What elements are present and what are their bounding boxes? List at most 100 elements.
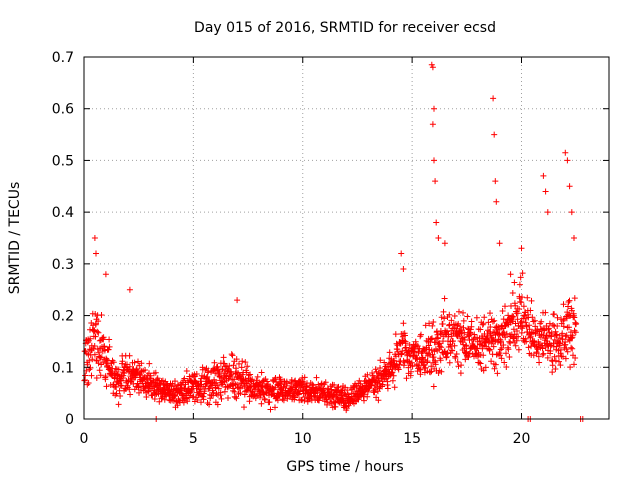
data-point [487, 310, 493, 317]
data-point [564, 348, 571, 355]
data-point [417, 366, 424, 373]
data-point [527, 333, 534, 340]
data-point [110, 359, 117, 366]
data-point [428, 347, 435, 354]
data-point [480, 367, 487, 374]
y-tick-label: 0.6 [52, 102, 74, 118]
x-tick-label: 10 [294, 431, 312, 447]
data-point [437, 357, 444, 364]
ticks-layer [83, 56, 609, 420]
data-point [389, 377, 396, 384]
data-point [485, 319, 492, 326]
data-point [496, 240, 503, 247]
data-point [232, 394, 239, 401]
data-point [95, 329, 102, 336]
data-point [429, 121, 436, 128]
grid-layer [84, 57, 609, 419]
data-point [488, 358, 495, 365]
data-point [566, 324, 572, 331]
data-point [237, 390, 244, 396]
data-point [126, 286, 133, 293]
data-point [145, 388, 151, 395]
data-point [239, 358, 246, 365]
data-point [467, 326, 474, 333]
data-point [142, 367, 149, 373]
data-point [162, 378, 169, 385]
data-point [568, 307, 575, 314]
data-point [258, 369, 265, 376]
data-point [505, 312, 512, 319]
data-point [489, 318, 496, 325]
data-point [105, 346, 112, 353]
data-point [480, 352, 487, 359]
data-point [509, 290, 516, 296]
data-point [518, 299, 525, 306]
data-point [518, 318, 525, 325]
data-point [364, 393, 371, 400]
data-point [458, 362, 465, 369]
data-point [481, 314, 488, 321]
data-point [562, 341, 569, 348]
data-point [477, 360, 484, 367]
data-point [401, 359, 408, 366]
data-point [512, 342, 519, 349]
data-point [569, 345, 576, 352]
data-point [210, 389, 217, 396]
data-point [439, 321, 446, 327]
y-tick-label: 0 [65, 412, 74, 428]
data-point [103, 383, 110, 390]
data-point [528, 297, 535, 304]
data-point [310, 393, 317, 400]
data-point [87, 335, 94, 342]
data-point [553, 343, 560, 350]
data-point [310, 382, 317, 389]
data-point [344, 387, 351, 394]
data-point [211, 359, 218, 366]
data-point [118, 382, 125, 389]
data-point [143, 394, 150, 400]
data-point [563, 332, 570, 339]
data-point [547, 348, 554, 354]
data-point [364, 371, 371, 378]
data-point [571, 295, 578, 302]
data-point [436, 343, 443, 350]
data-point [234, 297, 241, 304]
plot-frame [83, 56, 610, 420]
data-point [429, 64, 436, 71]
data-point [356, 377, 363, 384]
data-point [390, 372, 397, 379]
data-point [292, 394, 298, 401]
data-point [270, 378, 277, 385]
data-point [549, 362, 556, 369]
data-point [238, 364, 245, 371]
data-point [127, 391, 134, 398]
data-point [430, 354, 437, 361]
data-point [463, 343, 470, 350]
data-point [126, 352, 133, 359]
data-point [409, 363, 416, 370]
data-point [96, 367, 103, 374]
data-point [449, 347, 456, 354]
x-tick-label: 20 [513, 431, 531, 447]
x-axis-title: GPS time / hours [286, 459, 403, 475]
data-point [422, 322, 429, 329]
data-point [313, 374, 320, 381]
data-point [217, 389, 224, 396]
data-point [249, 376, 256, 383]
data-point [408, 359, 415, 366]
x-tick-label: 0 [80, 431, 89, 447]
data-point [207, 395, 214, 402]
data-point [88, 372, 95, 379]
data-point [402, 332, 408, 339]
data-point [430, 319, 437, 325]
data-point [256, 379, 263, 386]
data-point [391, 384, 398, 391]
data-point [507, 271, 514, 278]
data-point [106, 336, 113, 343]
data-point [479, 321, 486, 328]
data-point [244, 363, 251, 370]
data-point [473, 314, 480, 321]
data-point [510, 334, 517, 341]
data-point [430, 383, 437, 390]
data-point [562, 149, 569, 156]
